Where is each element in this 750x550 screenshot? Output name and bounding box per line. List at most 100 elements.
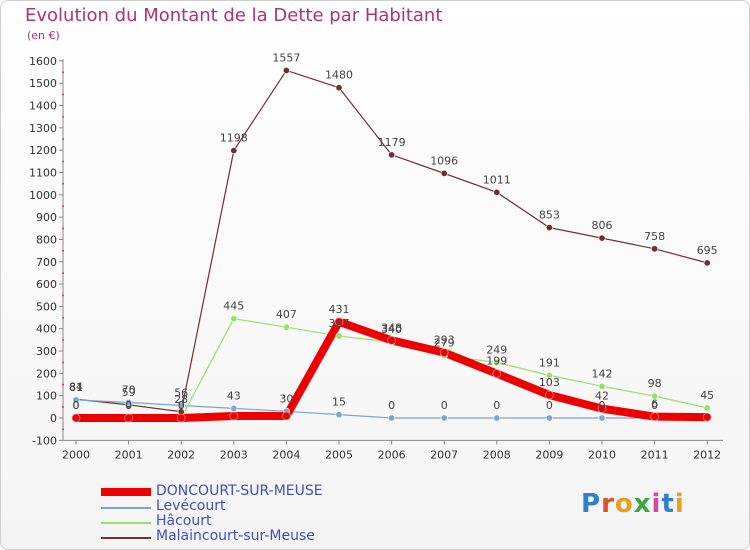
data-label-doncourt: 348: [381, 321, 402, 334]
data-label-malaincourt: 1480: [325, 69, 353, 82]
axes: -100010020030040050060070080090010001100…: [29, 55, 723, 461]
data-label-hacourt: 191: [539, 356, 560, 369]
chart-title: Evolution du Montant de la Dette par Hab…: [25, 5, 443, 26]
data-label-hacourt: 0: [178, 399, 185, 412]
data-label-levecourt: 0: [493, 399, 500, 412]
marker-malaincourt: [335, 84, 343, 92]
y-tick-label: 1500: [29, 77, 57, 90]
marker-malaincourt: [545, 224, 553, 232]
marker-hacourt: [545, 371, 553, 379]
y-tick-label: 1000: [29, 189, 57, 202]
marker-malaincourt: [651, 245, 659, 253]
data-label-malaincourt: 758: [644, 230, 665, 243]
x-tick-label: 2006: [378, 448, 406, 461]
y-minor-tick: [62, 93, 64, 96]
data-label-doncourt: 0: [178, 399, 185, 412]
y-tick-label: 0: [50, 412, 57, 425]
y-tick-label: -100: [32, 434, 57, 447]
y-tick-label: 600: [36, 278, 57, 291]
data-label-malaincourt: 695: [697, 244, 718, 257]
marker-doncourt: [71, 413, 81, 423]
data-label-malaincourt: 1198: [220, 132, 248, 145]
y-minor-tick: [62, 160, 64, 163]
logo-letter: P: [581, 489, 602, 519]
y-tick-label: 1100: [29, 166, 57, 179]
marker-malaincourt: [493, 188, 501, 196]
marker-levecourt: [440, 414, 448, 422]
x-tick-label: 2012: [693, 448, 721, 461]
y-minor-tick: [62, 316, 64, 319]
marker-malaincourt: [282, 66, 290, 74]
marker-doncourt: [176, 413, 186, 423]
logo-letter: i: [674, 489, 685, 519]
marker-levecourt: [230, 404, 238, 412]
data-label-doncourt: 0: [73, 399, 80, 412]
data-label-doncourt: 199: [486, 355, 507, 368]
marker-levecourt: [335, 411, 343, 419]
data-label-hacourt: 0: [73, 399, 80, 412]
legend-label-levecourt: Levécourt: [156, 498, 226, 514]
y-minor-tick: [62, 115, 64, 118]
legend-label-hacourt: Hâcourt: [156, 513, 212, 529]
unit-label: (en €): [27, 29, 60, 42]
data-label-malaincourt: 1096: [430, 154, 458, 167]
x-tick-label: 2010: [588, 448, 616, 461]
y-minor-tick: [62, 138, 64, 141]
data-label-levecourt: 0: [388, 399, 395, 412]
data-label-levecourt: 0: [441, 399, 448, 412]
y-tick-label: 1400: [29, 100, 57, 113]
data-label-levecourt: 30: [279, 392, 293, 405]
marker-doncourt: [387, 336, 396, 345]
x-tick-label: 2002: [167, 448, 195, 461]
data-label-doncourt: 103: [539, 376, 560, 389]
marker-hacourt: [230, 315, 238, 323]
data-label-doncourt: 0: [125, 399, 132, 412]
y-minor-tick: [62, 71, 64, 74]
marker-malaincourt: [598, 234, 606, 242]
y-tick-label: 900: [36, 211, 57, 224]
legend-swatch-doncourt: [101, 488, 151, 496]
logo-letter: r: [601, 489, 615, 519]
legend-swatch-malaincourt: [101, 537, 151, 539]
data-label-malaincourt: 1557: [272, 51, 300, 64]
marker-doncourt: [229, 411, 239, 421]
data-label-hacourt: 0: [125, 399, 132, 412]
legend-label-doncourt: DONCOURT-SUR-MEUSE: [156, 483, 323, 499]
data-label-levecourt: 0: [599, 399, 606, 412]
y-minor-tick: [62, 205, 64, 208]
marker-malaincourt: [703, 259, 711, 267]
y-tick-label: 700: [36, 256, 57, 269]
data-label-malaincourt: 59: [122, 386, 136, 399]
y-tick-label: 1300: [29, 122, 57, 135]
marker-hacourt: [651, 392, 659, 400]
marker-doncourt: [439, 348, 449, 357]
x-tick-label: 2011: [641, 448, 669, 461]
y-minor-tick: [62, 383, 64, 386]
data-label-hacourt: 340: [381, 323, 402, 336]
y-minor-tick: [62, 249, 64, 252]
marker-hacourt: [598, 382, 606, 390]
data-label-levecourt: 15: [332, 396, 346, 409]
data-label-doncourt: 293: [434, 334, 455, 347]
data-label-hacourt: 142: [592, 367, 613, 380]
data-label-hacourt: 407: [276, 308, 297, 321]
y-tick-label: 1200: [29, 144, 57, 157]
y-minor-tick: [62, 428, 64, 431]
marker-malaincourt: [388, 151, 396, 159]
data-label-doncourt: 431: [329, 303, 350, 316]
y-minor-tick: [62, 227, 64, 230]
logo-letter: x: [633, 489, 652, 519]
proxiti-logo: Proxiti: [581, 489, 685, 519]
data-label-levecourt: 70: [122, 383, 136, 396]
x-tick-label: 2001: [115, 448, 143, 461]
y-tick-label: 200: [36, 367, 57, 380]
x-tick-label: 2009: [535, 448, 563, 461]
x-tick-label: 2000: [62, 448, 90, 461]
legend-swatch-hacourt: [101, 522, 151, 524]
marker-doncourt: [545, 390, 554, 400]
marker-hacourt: [282, 323, 290, 331]
data-label-hacourt: 279: [434, 337, 455, 350]
data-label-levecourt: 81: [69, 381, 83, 394]
y-tick-label: 500: [36, 300, 57, 313]
